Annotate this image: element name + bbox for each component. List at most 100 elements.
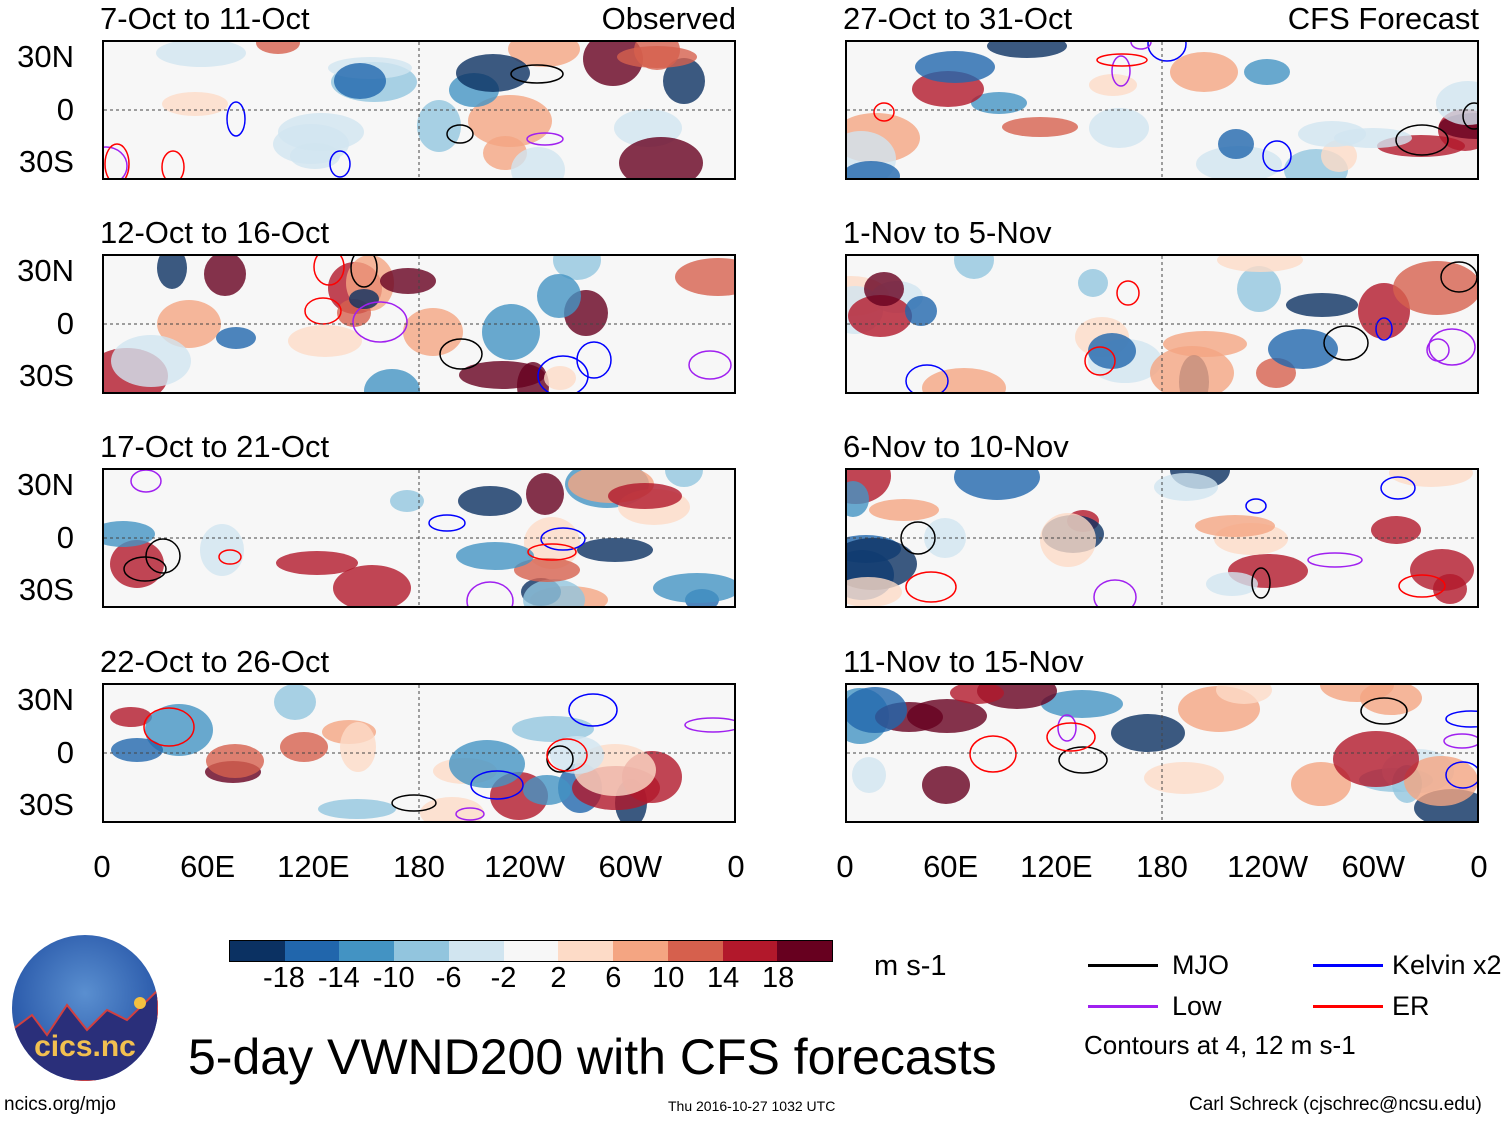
anomaly-blob [468, 95, 552, 147]
wave-contour [226, 101, 246, 137]
anomaly-blob [1216, 685, 1272, 704]
lon-label: 120E [277, 849, 350, 884]
anomaly-blob [280, 732, 328, 762]
wave-contour [1116, 280, 1140, 306]
anomaly-blob [922, 766, 970, 804]
wave-contour [568, 693, 618, 727]
wave-contour [1380, 476, 1416, 500]
colorbar-tick-label: 2 [550, 962, 567, 994]
wave-contour [466, 581, 514, 606]
wave-contour [428, 514, 466, 532]
anomaly-blob [954, 470, 1040, 500]
anomaly-blob [1040, 513, 1096, 567]
map-panel [845, 40, 1479, 180]
anomaly-blob [458, 486, 522, 516]
wave-contour [576, 341, 612, 379]
wave-contour [391, 794, 437, 812]
colorbar-swatch [667, 941, 723, 961]
wave-contour [1428, 328, 1476, 366]
anomaly-blob [511, 147, 565, 178]
wave-contour [1093, 579, 1137, 606]
anomaly-blob [364, 369, 420, 392]
anomaly-blob [1089, 74, 1137, 96]
anomaly-blob [340, 722, 376, 772]
anomaly-blob [1111, 714, 1185, 752]
anomaly-blob [256, 42, 300, 54]
anomaly-blob [1088, 333, 1136, 369]
anomaly-blob [200, 524, 244, 576]
map-field [847, 256, 1477, 392]
anomaly-blob [110, 707, 152, 727]
anomaly-blob [608, 483, 682, 509]
map-field [847, 42, 1477, 178]
legend-line-low [1088, 1005, 1158, 1008]
anomaly-blob [508, 42, 580, 67]
anomaly-blob [847, 481, 869, 517]
wave-contour [526, 132, 564, 146]
anomaly-blob [915, 51, 995, 83]
anomaly-blob [1144, 762, 1224, 794]
legend-label-mjo: MJO [1172, 950, 1229, 980]
wave-contour [1307, 552, 1363, 568]
panel-title: 1-Nov to 5-Nov [843, 215, 1052, 250]
lat-label: 30N [17, 467, 74, 502]
cics-logo: cics.nc [12, 935, 158, 1081]
colorbar-swatch [339, 941, 395, 961]
wave-contour [1147, 42, 1187, 62]
wave-contour [104, 146, 128, 178]
anomaly-blob [577, 538, 653, 562]
anomaly-blob [162, 92, 228, 116]
anomaly-blob [1333, 731, 1419, 787]
lat-label: 30N [17, 253, 74, 288]
wave-contour [1084, 346, 1116, 376]
anomaly-blob [276, 551, 358, 575]
wave-contour [1251, 567, 1271, 599]
anomaly-blob [550, 736, 604, 774]
anomaly-blob [847, 577, 902, 606]
lat-label: 30N [17, 39, 74, 74]
anomaly-blob [157, 256, 187, 289]
lat-label: 30S [18, 358, 74, 393]
colorbar-swatch [777, 941, 833, 961]
colorbar-swatch [558, 941, 614, 961]
panel-title: 27-Oct to 31-Oct [843, 1, 1073, 36]
panel-title: 12-Oct to 16-Oct [100, 215, 330, 250]
wave-contour [688, 350, 732, 380]
footer-url[interactable]: ncics.org/mjo [4, 1094, 116, 1115]
panel-title: 11-Nov to 15-Nov [843, 644, 1084, 679]
anomaly-blob [1321, 140, 1357, 172]
wave-contour [145, 538, 181, 574]
lon-label: 180 [1136, 849, 1188, 884]
lon-label: 60W [598, 849, 663, 884]
wave-contour [313, 256, 345, 286]
wave-contour [1443, 733, 1477, 749]
colorbar-tick-label: 6 [605, 962, 622, 994]
anomaly-blob [905, 296, 937, 326]
lon-label: 0 [727, 849, 745, 884]
lon-label: 120E [1020, 849, 1093, 884]
map-panel [845, 254, 1479, 394]
anomaly-blob [1404, 756, 1477, 806]
footer-author: Carl Schreck (cjschrec@ncsu.edu) [1189, 1094, 1482, 1115]
anomaly-blob [1218, 129, 1254, 159]
figure-title: 5-day VWND200 with CFS forecasts [188, 1029, 997, 1085]
wave-contour [540, 527, 586, 551]
legend-line-er [1313, 1005, 1383, 1008]
anomaly-blob [537, 274, 581, 318]
anomaly-blob [922, 368, 1006, 392]
legend-line-kelvin [1313, 964, 1383, 967]
anomaly-blob [111, 738, 163, 762]
anomaly-blob [907, 699, 987, 733]
anomaly-blob [1217, 256, 1303, 272]
anomaly-blob [110, 540, 164, 588]
anomaly-blob [482, 304, 540, 360]
anomaly-blob [971, 92, 1027, 114]
logo-text: cics.nc [34, 1030, 136, 1063]
colorbar-swatch [230, 941, 285, 961]
anomaly-blob [1268, 329, 1338, 369]
colorbar [229, 940, 833, 962]
anomaly-blob [1433, 574, 1467, 604]
colorbar-tick-label: -6 [435, 962, 462, 994]
wave-contour [905, 571, 957, 603]
colorbar-tick-label: -2 [490, 962, 517, 994]
